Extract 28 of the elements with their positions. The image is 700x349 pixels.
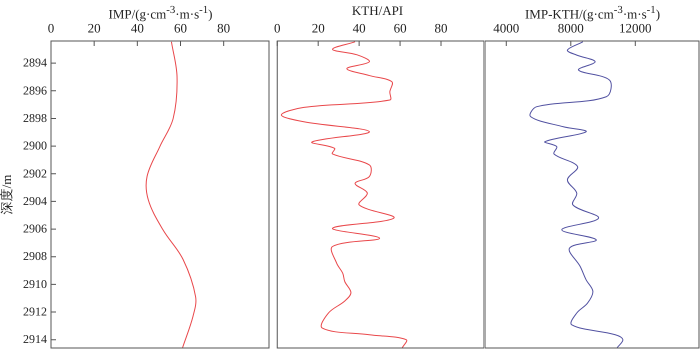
x-tick-label: 40 — [352, 20, 366, 36]
y-tick-label: 2898 — [23, 110, 47, 125]
x-tick-label: 80 — [434, 20, 448, 36]
x-tick-label: 4000 — [493, 20, 520, 36]
y-tick-label: 2904 — [23, 194, 47, 208]
x-axis-title: IMP/(g·cm$^{-3}$·m·s$^{-1}$) — [107, 3, 214, 22]
x-tick-label: 80 — [217, 20, 230, 36]
x-tick-label: 60 — [394, 20, 407, 36]
x-axis-title: IMP-KTH/(g·cm$^{-3}$·m·s$^{-1}$) — [524, 3, 662, 22]
x-tick-label: 12000 — [619, 20, 652, 36]
y-tick-label: 2902 — [23, 166, 47, 180]
y-tick-label: 2914 — [23, 332, 47, 346]
x-tick-label: 8000 — [558, 20, 584, 36]
y-axis-title: 深度/m — [0, 174, 14, 214]
y-tick-label: 2906 — [23, 222, 47, 236]
y-tick-label: 2896 — [23, 83, 47, 98]
y-tick-label: 2912 — [23, 304, 47, 319]
y-tick-label: 2910 — [23, 276, 47, 291]
x-tick-label: 0 — [274, 20, 280, 36]
x-tick-label: 60 — [174, 20, 188, 36]
x-axis-title: KTH/API — [350, 3, 404, 18]
x-tick-label: 40 — [130, 20, 144, 36]
x-tick-label: 0 — [48, 20, 54, 36]
y-tick-label: 2894 — [23, 56, 47, 70]
x-tick-label: 20 — [312, 20, 325, 36]
y-tick-label: 2908 — [23, 249, 47, 264]
x-tick-label: 20 — [88, 20, 101, 36]
y-tick-label: 2900 — [23, 138, 47, 153]
